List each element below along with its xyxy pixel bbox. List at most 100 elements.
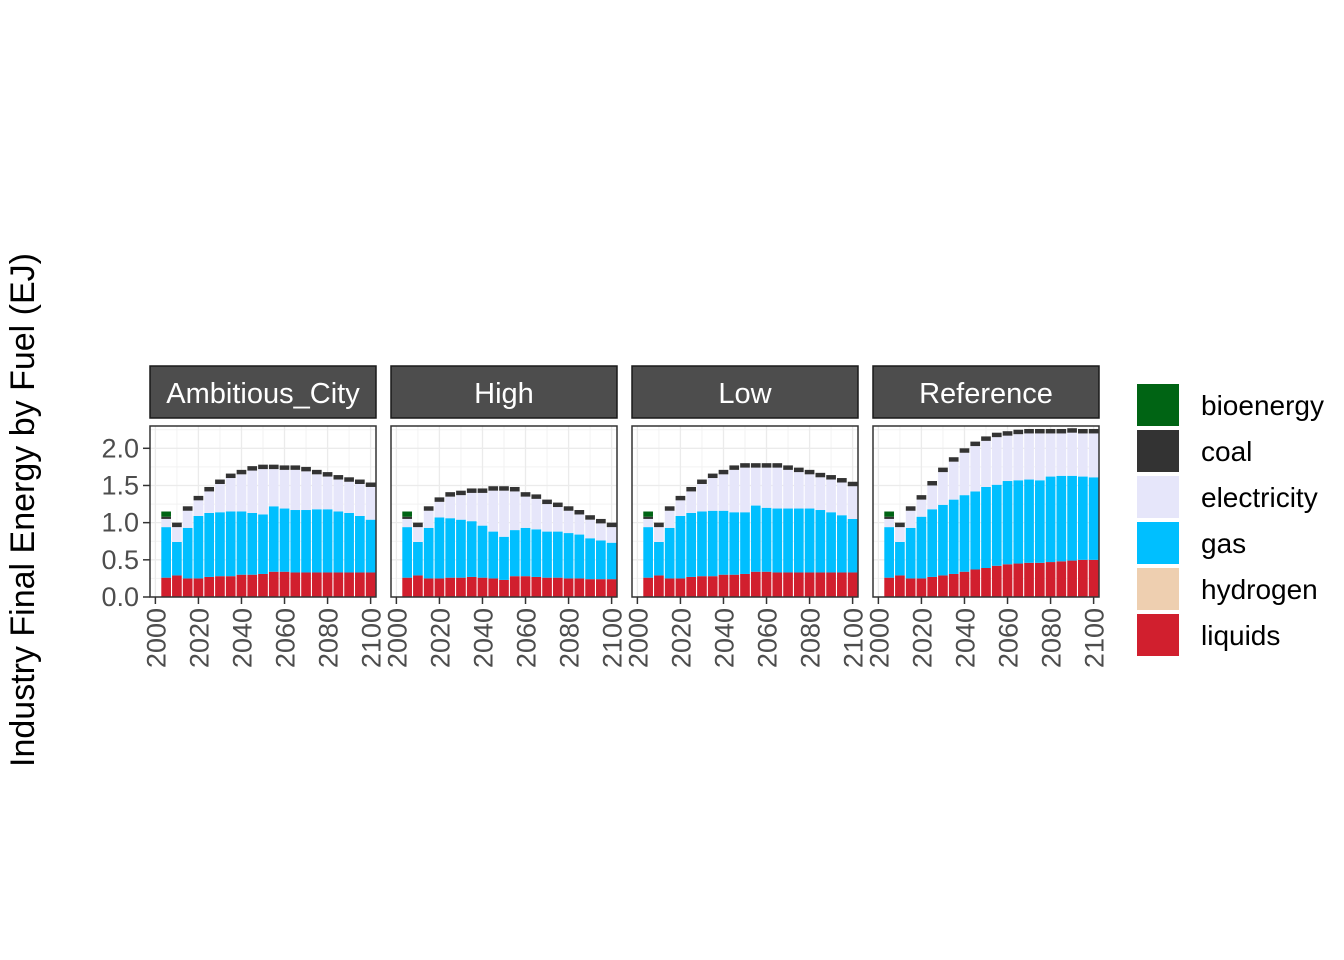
bar-segment-gas [826,512,836,573]
bar-segment-electricity [884,518,894,528]
bar-segment-liquids [563,578,574,597]
bar-segment-gas [959,495,970,572]
legend-item-bioenergy: bioenergy [1137,384,1324,426]
bar-segment-coal [585,515,595,520]
bar-segment-liquids [258,573,268,597]
bar-segment-liquids [991,565,1002,597]
y-tick-label: 1.5 [101,470,139,500]
bar-segment-liquids [815,572,826,597]
bar-segment-gas [654,541,664,576]
x-tick-label: 2060 [753,608,783,668]
x-tick-label: 2040 [468,608,498,668]
bar-segment-electricity [172,527,182,542]
bar-segment-coal [182,506,193,511]
bar-segment-gas [895,541,905,576]
bar-segment-gas [1067,475,1077,561]
legend-key [1137,384,1179,426]
bar-segment-liquids [654,575,664,597]
bar-segment-liquids [365,572,376,597]
bar-segment-liquids [740,573,750,597]
bar-segment-electricity [344,481,354,513]
bar-segment-coal [552,502,563,508]
bar-segment-gas [793,508,804,573]
bar-segment-gas [948,499,959,574]
bar-segment-electricity [456,495,466,520]
bar-segment-gas [279,508,290,572]
bar-segment-gas [520,527,531,577]
bar-segment-coal [1067,428,1077,433]
bar-segment-gas [991,484,1002,566]
bar-segment-liquids [456,577,466,597]
bar-segment-liquids [542,577,552,597]
facet-strip [149,365,377,419]
bar-segment-liquids [970,569,981,597]
bar-segment-liquids [837,572,847,597]
bar-segment-gas [1078,476,1088,560]
facet-panel: High 2000 2020 2040 2060 2080 2100 [382,365,628,668]
bar-segment-gas [531,529,542,577]
y-tick-label: 2.0 [101,433,139,463]
bar-segment-bioenergy [161,511,171,517]
bar-segment-liquids [606,579,617,597]
bar-segment-liquids [1078,559,1088,597]
bar-segment-gas [225,511,236,577]
bar-segment-electricity [247,470,258,513]
bar-segment-electricity [1013,434,1024,481]
bar-segment-gas [884,527,894,578]
bar-segment-gas [488,531,499,579]
bar-segment-gas [905,527,916,579]
bar-segment-gas [542,531,552,578]
bar-segment-gas [675,515,686,579]
bar-segment-gas [456,519,466,578]
bar-segment-electricity [509,491,520,531]
bar-segment-gas [1034,480,1045,563]
bar-segment-gas [970,491,981,570]
bar-segment-electricity [643,518,653,528]
bar-segment-liquids [1045,562,1056,597]
bar-segment-liquids [322,572,333,597]
bar-segment-electricity [981,440,991,487]
bar-segment-liquids [884,577,894,597]
bar-segment-liquids [697,576,707,597]
bar-segment-liquids [707,576,718,597]
bar-segment-liquids [290,572,301,597]
bar-segment-coal [247,466,258,471]
bar-segment-coal [531,494,542,499]
bar-segment-coal [750,463,761,468]
bar-segment-electricity [740,467,750,513]
bar-segment-coal [729,465,740,470]
bar-segment-gas [268,506,279,572]
bar-segment-coal [783,465,793,470]
bar-segment-coal [268,464,279,470]
panel-border [149,425,377,598]
bar-segment-coal [697,479,707,484]
bar-segment-gas [236,511,247,575]
legend-item-gas: gas [1137,522,1246,564]
bar-segment-gas [697,511,707,577]
x-tick-label: 2080 [555,608,585,668]
bar-segment-liquids [643,577,653,597]
bar-segment-coal [365,482,376,487]
x-tick-label: 2000 [623,608,653,668]
bar-segment-coal [1088,428,1099,434]
legend-label: liquids [1201,620,1280,651]
bar-segment-coal [847,481,858,487]
facet-panel: Low 2000 2020 2040 2060 2080 2100 [623,365,869,668]
bar-segment-coal [895,522,905,528]
bar-segment-electricity [905,510,916,528]
panel-border [390,425,618,598]
bar-segment-gas [434,517,445,579]
bar-segment-electricity [927,485,938,510]
bar-segment-liquids [172,575,182,597]
bar-segment-electricity [761,467,772,508]
bar-segment-electricity [365,486,376,520]
bar-segment-coal [477,488,488,493]
bar-segment-coal [959,448,970,453]
bar-segment-gas [182,527,193,579]
bar-segment-gas [643,527,653,578]
bar-segment-electricity [1078,433,1088,477]
legend-item-coal: coal [1137,430,1252,472]
bar-segment-gas [466,521,477,577]
bar-segment-electricity [1045,433,1056,477]
